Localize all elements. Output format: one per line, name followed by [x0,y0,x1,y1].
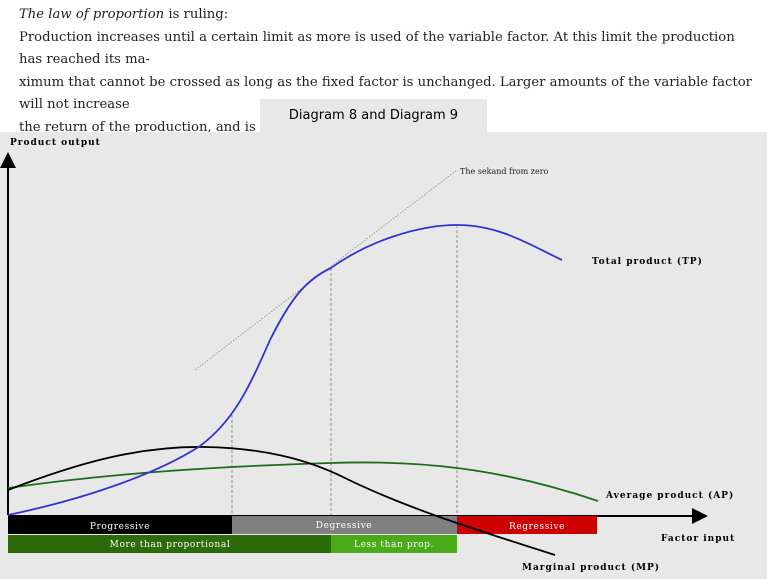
intro-line-1-rest: is ruling: [164,7,229,22]
marginal-product-curve [7,446,556,556]
diagram-tab[interactable]: Diagram 8 and Diagram 9 [260,99,487,132]
intro-line-1: The law of proportion is ruling: [19,4,759,27]
secant-label: The sekand from zero [460,167,549,176]
y-axis-label: Product output [10,138,101,148]
proportion-label-more: More than proportional [110,540,231,550]
intro-line-3: ximum that cannot be crossed as long as … [19,74,752,113]
total-product-curve [7,224,563,516]
intro-line-2: Production increases until a certain lim… [19,29,735,68]
diagram-panel [0,132,767,579]
phase-bar-regressive [457,516,597,534]
proportion-label-less: Less than prop. [354,540,434,550]
secant-line [194,169,458,371]
law-of-proportion-term: The law of proportion [19,7,165,22]
phase-bar-degressive [232,516,457,534]
intro-text: The law of proportion is ruling: Product… [19,4,759,139]
phase-bar-progressive [8,516,232,534]
average-product-curve [7,461,599,502]
phase-label-regressive: Regressive [509,522,565,532]
proportion-bar-more [8,535,331,553]
ap-label: Average product (AP) [605,490,734,501]
proportion-bar-less [331,535,457,553]
phase-label-progressive: Progressive [90,522,150,532]
tp-label: Total product (TP) [592,256,703,267]
diagram-tab-title: Diagram 8 and Diagram 9 [288,108,459,123]
mp-label: Marginal product (MP) [522,562,660,573]
phase-label-degressive: Degressive [316,521,372,531]
x-axis-label: Factor input [661,534,735,544]
